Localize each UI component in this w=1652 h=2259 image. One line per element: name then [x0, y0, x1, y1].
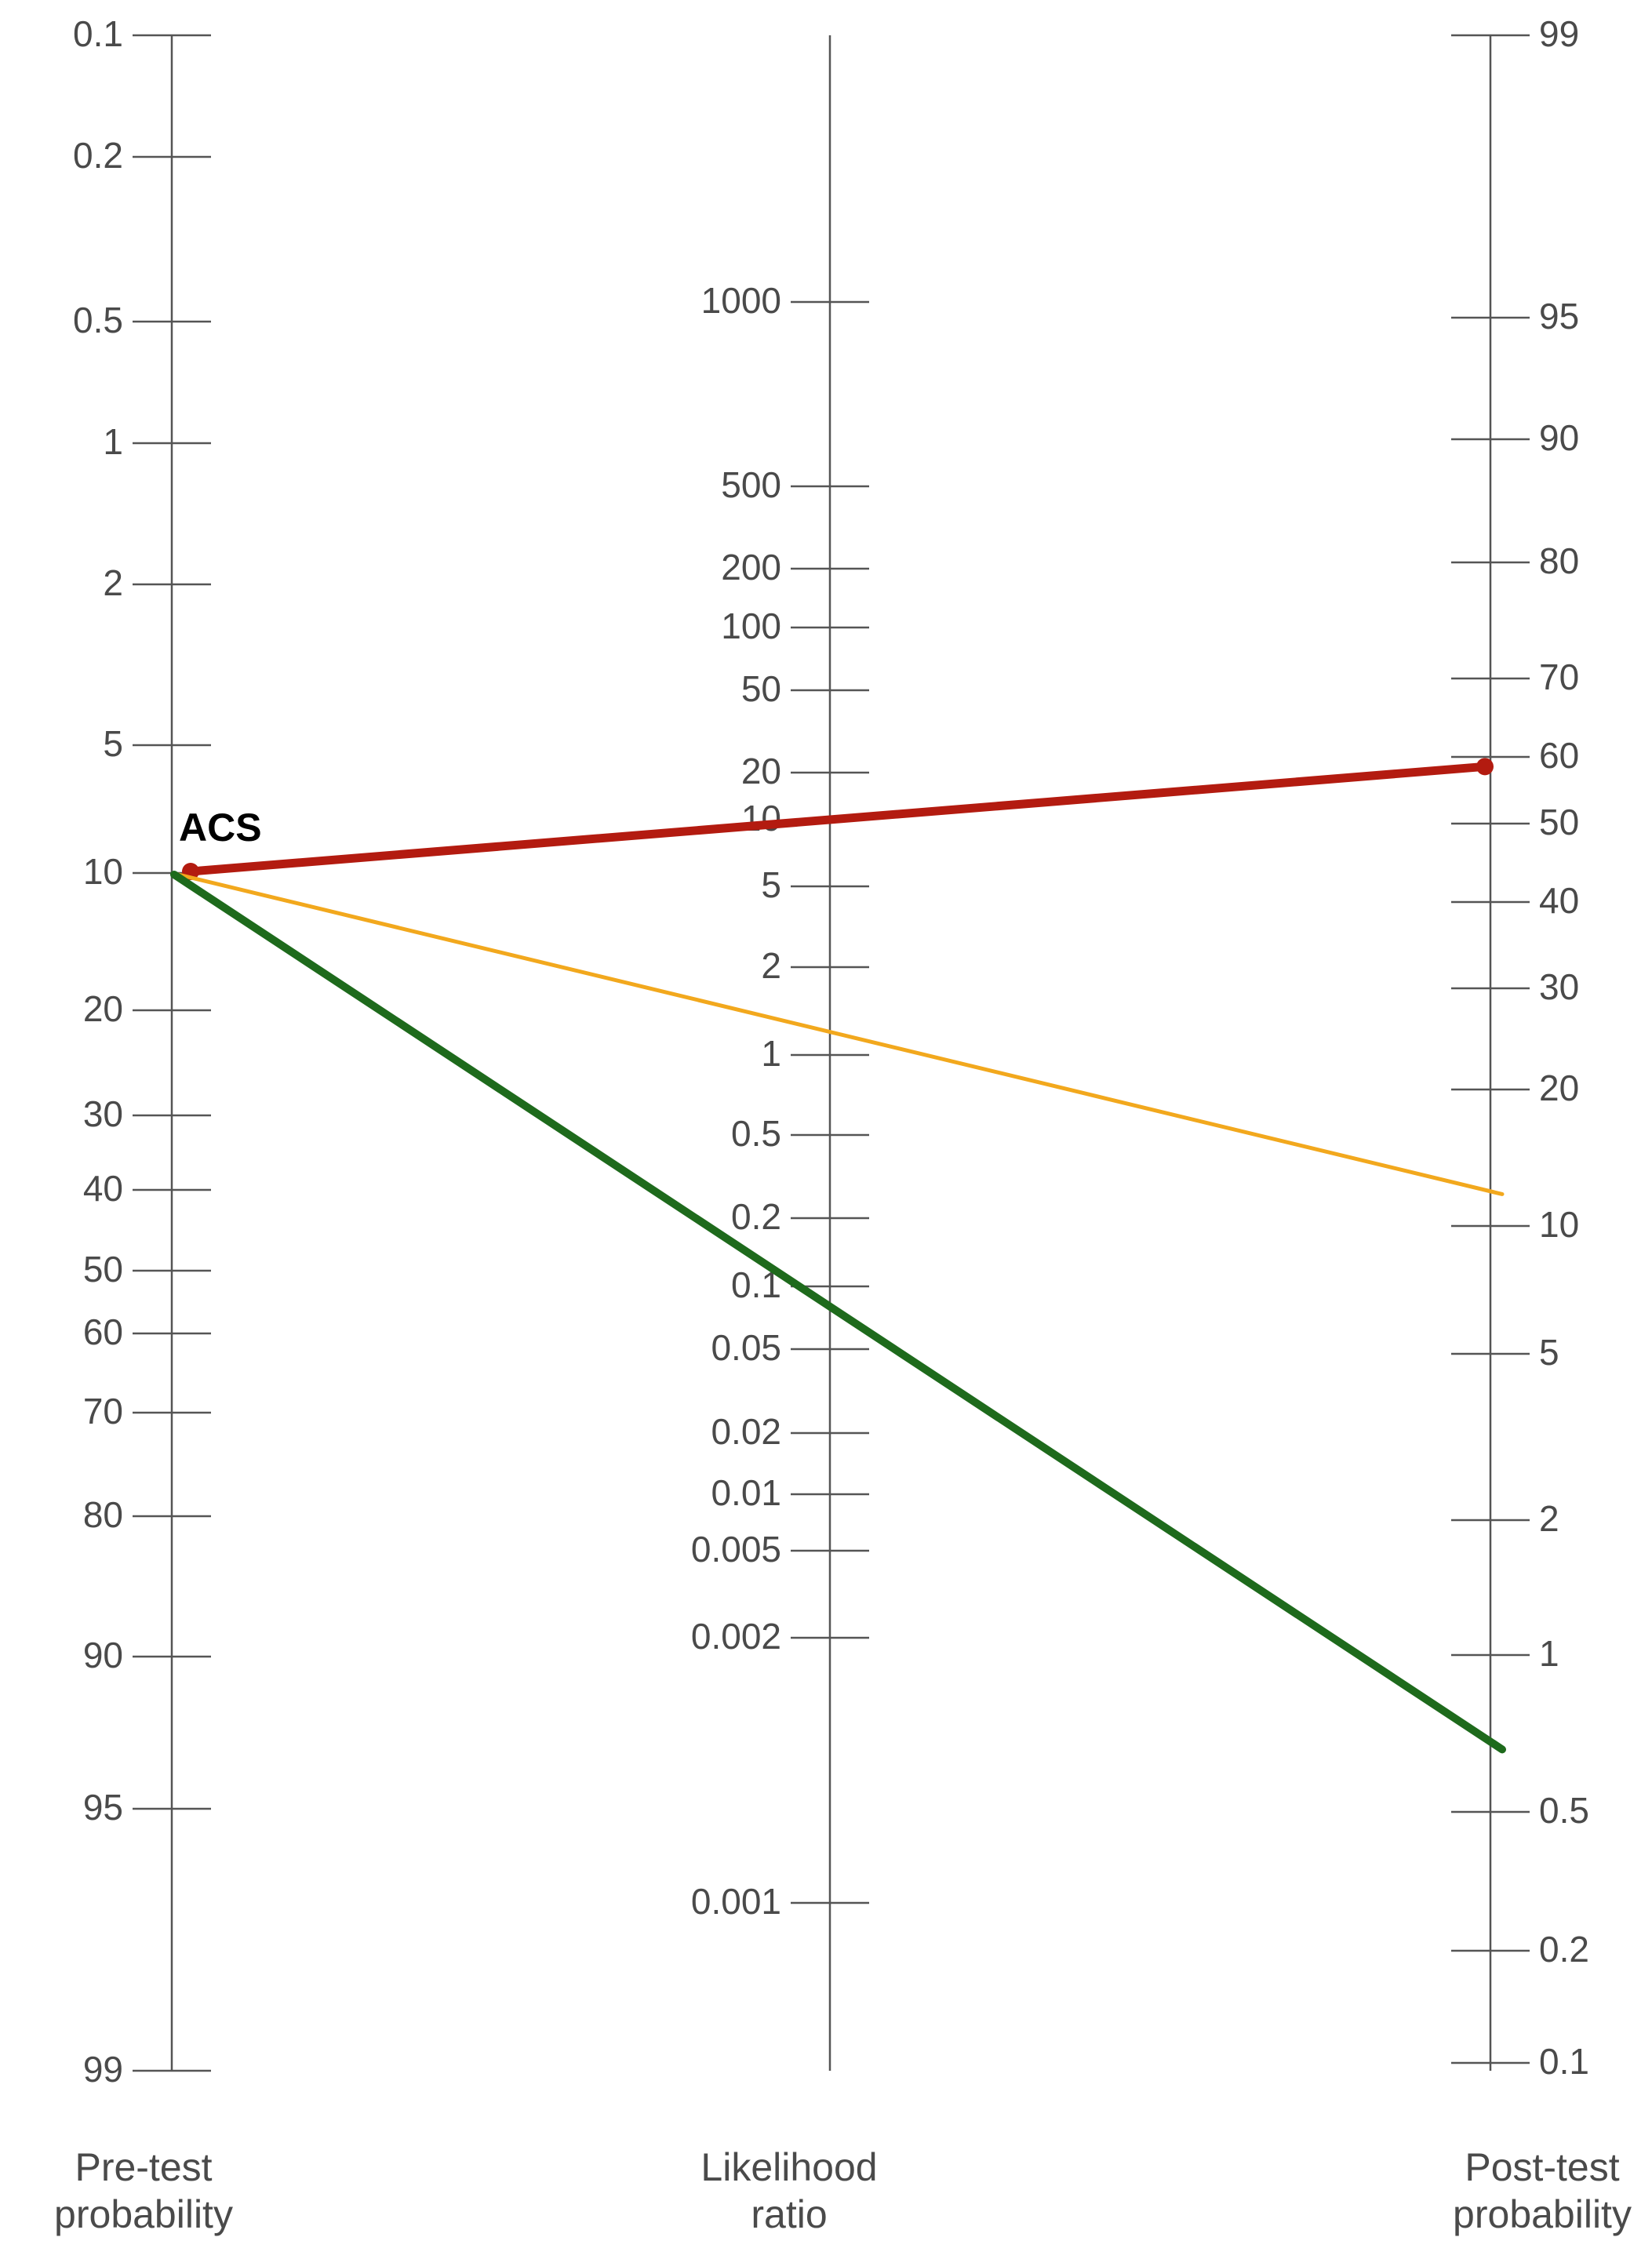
tick-label-posttest: 0.5: [1539, 1790, 1589, 1831]
acs-label: ACS: [179, 806, 262, 849]
axes-layer: 0.10.20.51251020304050607080909599100050…: [73, 13, 1589, 2090]
tick-label-posttest: 95: [1539, 296, 1579, 336]
tick-label-lr: 0.001: [691, 1881, 781, 1922]
tick-label-pretest: 10: [83, 851, 123, 892]
tick-label-posttest: 10: [1539, 1204, 1579, 1245]
tick-label-posttest: 0.2: [1539, 1929, 1589, 1970]
tick-label-pretest: 90: [83, 1635, 123, 1675]
tick-label-pretest: 60: [83, 1311, 123, 1352]
lines-layer: [170, 758, 1506, 1754]
axis-title-lr: Likelihood: [700, 2145, 877, 2189]
tick-label-posttest: 90: [1539, 417, 1579, 458]
tick-label-pretest: 30: [83, 1093, 123, 1134]
tick-label-lr: 0.01: [711, 1472, 781, 1513]
tick-label-lr: 100: [721, 606, 781, 646]
tick-label-lr: 5: [761, 864, 781, 905]
tick-label-lr: 500: [721, 464, 781, 505]
tick-label-posttest: 1: [1539, 1633, 1559, 1674]
axis-titles-layer: Pre-testprobabilityLikelihoodratioPost-t…: [54, 2145, 1632, 2236]
tick-label-posttest: 99: [1539, 13, 1579, 54]
line-end-dot: [1476, 758, 1494, 776]
tick-label-posttest: 50: [1539, 802, 1579, 842]
tick-label-lr: 0.2: [731, 1196, 781, 1237]
tick-label-pretest: 40: [83, 1168, 123, 1209]
tick-label-lr: 200: [721, 547, 781, 587]
tick-label-pretest: 70: [83, 1391, 123, 1431]
tick-label-pretest: 80: [83, 1494, 123, 1535]
tick-label-lr: 50: [741, 668, 781, 709]
tick-label-pretest: 99: [83, 2049, 123, 2090]
tick-label-posttest: 5: [1539, 1332, 1559, 1373]
axis-title-posttest: Post-test: [1465, 2145, 1619, 2189]
tick-label-lr: 0.002: [691, 1616, 781, 1657]
tick-label-pretest: 0.2: [73, 135, 123, 176]
tick-label-pretest: 2: [103, 562, 123, 603]
tick-label-lr: 20: [741, 751, 781, 791]
tick-label-pretest: 0.5: [73, 300, 123, 340]
tick-label-posttest: 20: [1539, 1068, 1579, 1108]
tick-label-posttest: 0.1: [1539, 2041, 1589, 2082]
tick-label-pretest: 95: [83, 1787, 123, 1828]
axis-posttest: 99 95 90 80 70 60 50 40 30 20 10 5 2 1 0.5 0.2 0.1: [1451, 13, 1589, 2082]
axis-title-posttest: probability: [1453, 2192, 1632, 2236]
tick-label-pretest: 50: [83, 1249, 123, 1290]
tick-label-lr: 0.5: [731, 1113, 781, 1154]
nomogram-line-2: [172, 871, 1505, 1196]
tick-label-pretest: 5: [103, 723, 123, 764]
tick-label-pretest: 0.1: [73, 13, 123, 54]
tick-label-lr: 10: [741, 798, 781, 838]
tick-label-posttest: 2: [1539, 1498, 1559, 1539]
tick-label-lr: 0.05: [711, 1327, 781, 1368]
axis-pretest: 0.1 0.2 0.5 1 2 5 10 20 30 40 50 60 70 80 90 95 99: [73, 13, 211, 2090]
tick-label-lr: 1: [761, 1033, 781, 1074]
tick-label-posttest: 80: [1539, 540, 1579, 581]
tick-label-lr: 2: [761, 945, 781, 986]
tick-label-posttest: 70: [1539, 657, 1579, 697]
tick-label-posttest: 40: [1539, 880, 1579, 921]
tick-label-lr: 1000: [701, 280, 781, 321]
axis-title-pretest: Pre-test: [75, 2145, 212, 2189]
nomogram-line-3: [170, 870, 1506, 1754]
axis-lr: 10005002001005020105210.50.20.10.050.020…: [691, 35, 869, 2071]
axis-title-pretest: probability: [54, 2192, 233, 2236]
tick-label-posttest: 60: [1539, 735, 1579, 776]
tick-label-pretest: 20: [83, 988, 123, 1029]
tick-label-lr: 0.005: [691, 1529, 781, 1570]
nomogram-line-1: [186, 762, 1490, 876]
axis-title-lr: ratio: [751, 2192, 827, 2236]
tick-label-lr: 0.02: [711, 1411, 781, 1452]
tick-label-pretest: 1: [103, 421, 123, 462]
tick-label-posttest: 30: [1539, 966, 1579, 1007]
